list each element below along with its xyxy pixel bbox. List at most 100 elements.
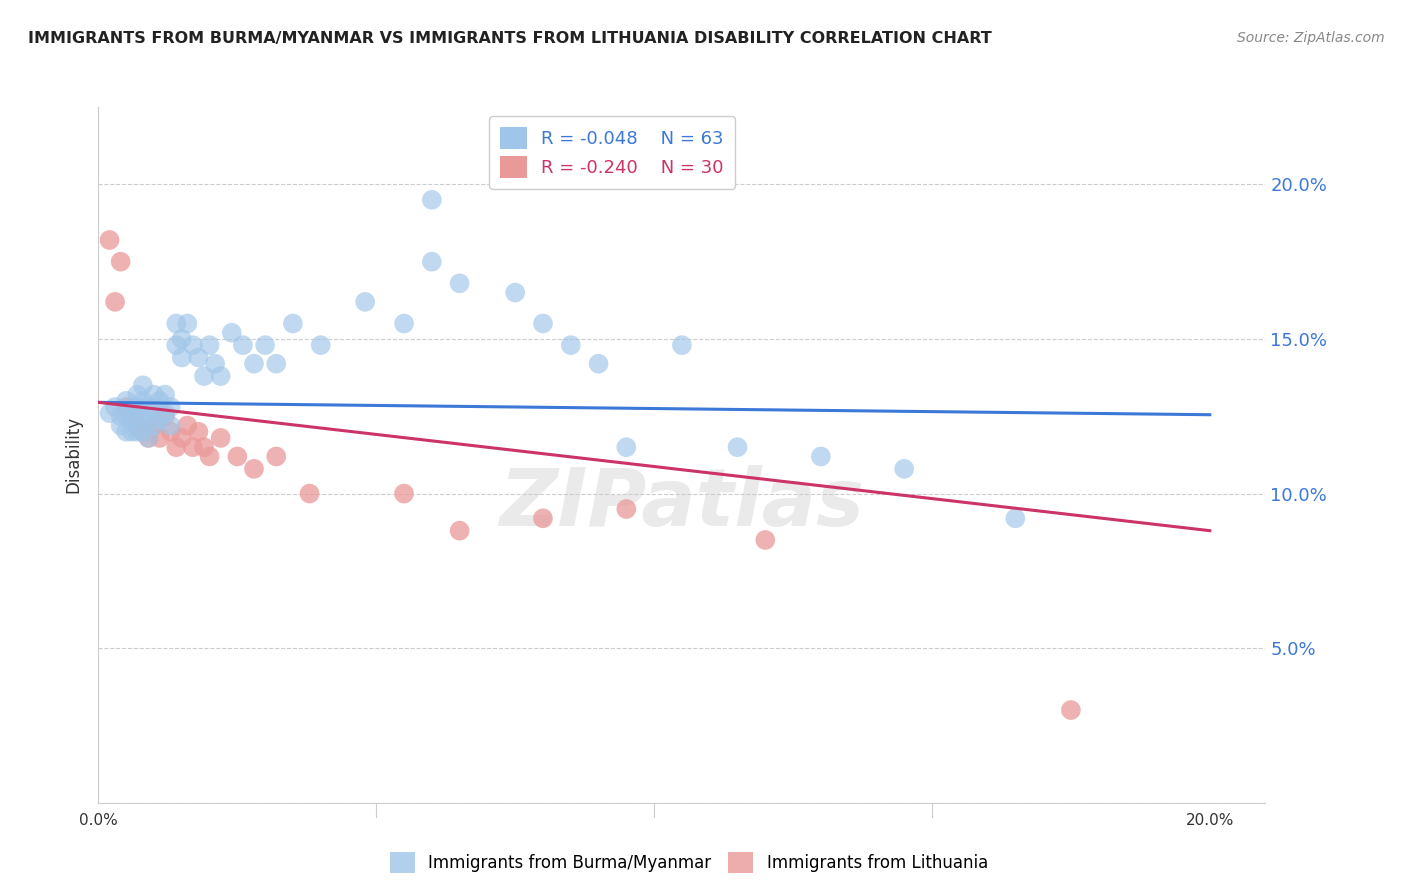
Point xyxy=(198,338,221,352)
Y-axis label: Disability: Disability xyxy=(65,417,83,493)
Point xyxy=(531,317,554,331)
Point xyxy=(264,357,287,371)
Point xyxy=(187,425,209,439)
Point xyxy=(754,533,776,547)
Point xyxy=(420,193,443,207)
Point xyxy=(187,351,209,365)
Point xyxy=(132,425,155,439)
Point xyxy=(110,254,132,268)
Point xyxy=(127,400,149,414)
Point xyxy=(1004,511,1026,525)
Point xyxy=(148,393,170,408)
Point xyxy=(159,400,181,414)
Point xyxy=(121,409,143,424)
Point xyxy=(560,338,582,352)
Point xyxy=(121,412,143,426)
Point xyxy=(221,326,243,340)
Point xyxy=(420,254,443,268)
Point xyxy=(243,357,266,371)
Point xyxy=(138,412,160,426)
Point xyxy=(132,378,155,392)
Point xyxy=(193,440,215,454)
Point xyxy=(243,462,266,476)
Point xyxy=(392,486,415,500)
Point xyxy=(181,338,204,352)
Point xyxy=(614,440,637,454)
Point xyxy=(115,400,138,414)
Point xyxy=(281,317,304,331)
Point xyxy=(110,418,132,433)
Point xyxy=(309,338,332,352)
Point xyxy=(143,418,166,433)
Point xyxy=(159,425,181,439)
Point xyxy=(170,351,193,365)
Point xyxy=(354,294,377,309)
Point xyxy=(209,369,232,384)
Point xyxy=(198,450,221,464)
Point xyxy=(110,409,132,424)
Point xyxy=(153,406,176,420)
Point xyxy=(531,511,554,525)
Point xyxy=(893,462,915,476)
Point xyxy=(127,425,149,439)
Point xyxy=(138,400,160,414)
Point xyxy=(98,406,121,420)
Point xyxy=(181,440,204,454)
Point xyxy=(143,418,166,433)
Point xyxy=(115,409,138,424)
Text: 20.0%: 20.0% xyxy=(1185,814,1234,828)
Point xyxy=(226,450,249,464)
Text: IMMIGRANTS FROM BURMA/MYANMAR VS IMMIGRANTS FROM LITHUANIA DISABILITY CORRELATIO: IMMIGRANTS FROM BURMA/MYANMAR VS IMMIGRA… xyxy=(28,31,991,46)
Point xyxy=(159,418,181,433)
Legend: R = -0.048    N = 63, R = -0.240    N = 30: R = -0.048 N = 63, R = -0.240 N = 30 xyxy=(489,116,735,189)
Point xyxy=(98,233,121,247)
Text: Source: ZipAtlas.com: Source: ZipAtlas.com xyxy=(1237,31,1385,45)
Point xyxy=(392,317,415,331)
Point xyxy=(176,418,198,433)
Point xyxy=(127,418,149,433)
Point xyxy=(104,400,127,414)
Point xyxy=(176,317,198,331)
Point xyxy=(170,332,193,346)
Point xyxy=(132,393,155,408)
Text: ZIPatlas: ZIPatlas xyxy=(499,465,865,542)
Point xyxy=(264,450,287,464)
Legend: Immigrants from Burma/Myanmar, Immigrants from Lithuania: Immigrants from Burma/Myanmar, Immigrant… xyxy=(384,846,994,880)
Point xyxy=(138,431,160,445)
Point xyxy=(143,387,166,401)
Point xyxy=(810,450,832,464)
Point xyxy=(503,285,526,300)
Point xyxy=(148,431,170,445)
Point xyxy=(165,440,187,454)
Point xyxy=(727,440,749,454)
Point xyxy=(170,431,193,445)
Point xyxy=(449,524,471,538)
Point xyxy=(104,294,127,309)
Point xyxy=(127,387,149,401)
Point xyxy=(153,409,176,424)
Point xyxy=(132,425,155,439)
Point xyxy=(671,338,693,352)
Point xyxy=(121,400,143,414)
Point xyxy=(588,357,610,371)
Point xyxy=(115,393,138,408)
Point xyxy=(193,369,215,384)
Point xyxy=(165,338,187,352)
Point xyxy=(254,338,277,352)
Text: 0.0%: 0.0% xyxy=(79,814,118,828)
Point xyxy=(209,431,232,445)
Point xyxy=(127,409,149,424)
Point xyxy=(298,486,321,500)
Point xyxy=(1060,703,1083,717)
Point xyxy=(204,357,226,371)
Point xyxy=(115,425,138,439)
Point xyxy=(232,338,254,352)
Point xyxy=(143,400,166,414)
Point xyxy=(449,277,471,291)
Point xyxy=(148,412,170,426)
Point xyxy=(138,431,160,445)
Point xyxy=(132,409,155,424)
Point xyxy=(153,387,176,401)
Point xyxy=(121,425,143,439)
Point xyxy=(614,502,637,516)
